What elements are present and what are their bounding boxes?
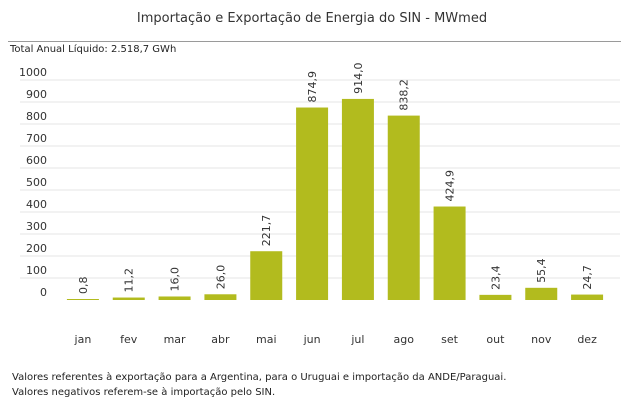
value-label: 838,2 <box>398 79 411 111</box>
y-tick-label: 0 <box>40 286 47 299</box>
y-tick-label: 300 <box>26 220 47 233</box>
value-label: 874,9 <box>306 71 319 103</box>
x-tick-label: abr <box>211 333 230 346</box>
bar <box>433 206 466 300</box>
y-tick-label: 500 <box>26 176 47 189</box>
x-tick-label: jul <box>350 333 364 346</box>
x-tick-label: ago <box>394 333 415 346</box>
x-tick-label: jun <box>303 333 321 346</box>
value-label: 424,9 <box>444 170 457 202</box>
title-divider <box>8 41 621 42</box>
y-tick-label: 1000 <box>19 66 47 79</box>
x-tick-label: fev <box>120 333 138 346</box>
x-tick-label: mai <box>256 333 277 346</box>
value-label: 221,7 <box>260 215 273 247</box>
x-tick-label: dez <box>577 333 597 346</box>
y-tick-label: 900 <box>26 88 47 101</box>
bars <box>66 98 604 300</box>
bar <box>525 287 558 300</box>
bar <box>204 294 237 300</box>
y-tick-label: 100 <box>26 264 47 277</box>
chart-title: Importação e Exportação de Energia do SI… <box>136 11 488 26</box>
value-label: 24,7 <box>581 265 594 290</box>
bar <box>66 299 99 300</box>
bar <box>571 294 604 300</box>
bar <box>387 115 420 300</box>
bar <box>341 98 374 300</box>
footnote-negative-values: Valores negativos referem-se à importaçã… <box>12 387 276 398</box>
y-tick-label: 200 <box>26 242 47 255</box>
x-axis-tick-labels: jan fev mar abr mai jun jul ago set out nov dez <box>74 333 598 346</box>
value-label: 55,4 <box>535 258 548 283</box>
value-label: 26,0 <box>214 265 227 290</box>
y-tick-label: 700 <box>26 132 47 145</box>
y-axis-tick-labels: 0 100 200 300 400 500 600 700 800 900 1000 <box>19 66 47 299</box>
value-label: 914,0 <box>352 62 365 94</box>
y-tick-label: 600 <box>26 154 47 167</box>
value-label: 11,2 <box>123 268 136 293</box>
bar <box>296 107 329 300</box>
y-tick-label: 400 <box>26 198 47 211</box>
footnote-export: Valores referentes à exportação para a A… <box>12 372 507 383</box>
x-tick-label: nov <box>531 333 552 346</box>
value-label: 16,0 <box>169 267 182 292</box>
x-tick-label: set <box>441 333 458 346</box>
bar <box>158 296 191 300</box>
x-tick-label: out <box>486 333 505 346</box>
bar <box>112 297 145 300</box>
x-tick-label: jan <box>74 333 92 346</box>
value-labels: 0,8 11,2 16,0 26,0 221,7 874,9 914,0 838,2 424,9… <box>77 62 594 294</box>
annual-total-label: Total Anual Líquido: 2.518,7 GWh <box>10 44 177 55</box>
x-tick-label: mar <box>164 333 186 346</box>
bar <box>250 251 283 300</box>
bar <box>479 294 512 300</box>
y-tick-label: 800 <box>26 110 47 123</box>
bar-chart: 0 100 200 300 400 500 600 700 800 900 1000 0,8 11,2… <box>19 62 620 346</box>
value-label: 0,8 <box>77 277 90 295</box>
value-label: 23,4 <box>489 265 502 289</box>
